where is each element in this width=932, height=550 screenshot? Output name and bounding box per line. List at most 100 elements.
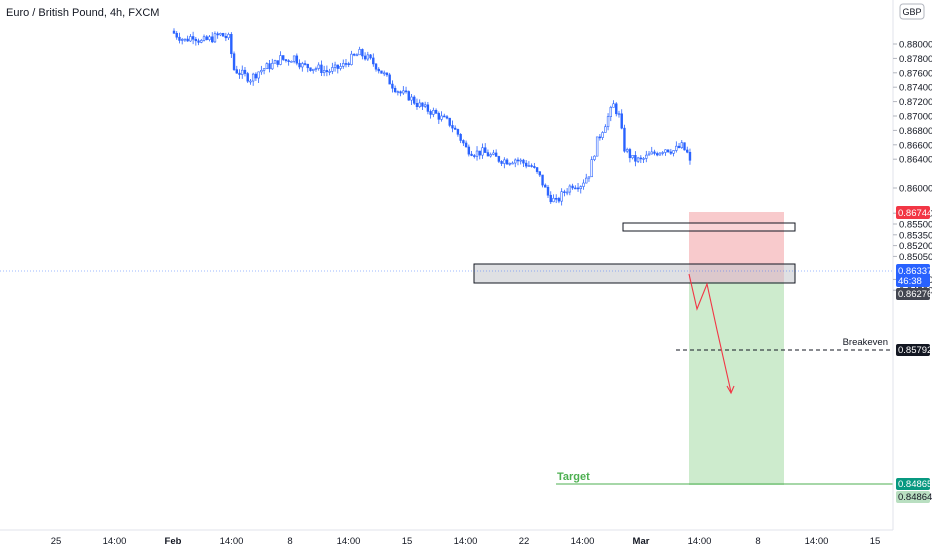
candle-body [186, 38, 189, 42]
candle-body [598, 136, 602, 139]
svg-text:46:38: 46:38 [898, 276, 922, 287]
candle-body [494, 152, 498, 157]
candle-body [213, 33, 217, 43]
candle-body [273, 60, 277, 64]
candle-body [658, 152, 662, 156]
candle-body [514, 159, 517, 164]
candle-body [664, 149, 667, 153]
candle-body [205, 36, 208, 40]
candle-body [415, 102, 419, 108]
candle-body [396, 91, 400, 93]
svg-text:0.85792: 0.85792 [898, 345, 932, 356]
candle-body [590, 159, 593, 178]
candle-body [470, 153, 473, 156]
candle-body [189, 36, 192, 42]
candle-body [292, 55, 296, 62]
candle-body [197, 40, 200, 43]
candle-body [421, 102, 424, 107]
candle-body [183, 38, 187, 41]
candle-body [557, 198, 561, 202]
time-tick-label: 14:00 [805, 536, 829, 547]
candle-body [505, 159, 509, 165]
candle-body [352, 53, 356, 56]
candle-body [524, 162, 528, 167]
candle-body [369, 54, 372, 59]
candle-body [309, 67, 312, 71]
time-tick-label: 15 [402, 536, 413, 547]
candle-body [268, 63, 271, 70]
candle-body [262, 68, 266, 71]
price-tick-label: 0.86000 [899, 184, 932, 195]
candle-body [546, 186, 550, 196]
candle-body [219, 33, 222, 36]
candle-body [333, 64, 337, 68]
candle-body [464, 142, 468, 148]
candle-body [413, 96, 416, 104]
candle-body [241, 69, 244, 75]
target-label: Target [557, 471, 590, 483]
candle-body [380, 70, 383, 74]
candle-body [235, 69, 238, 74]
candle-body [325, 70, 329, 73]
time-tick-label: Feb [165, 536, 182, 547]
time-tick-label: 14:00 [571, 536, 595, 547]
breakeven-label: Breakeven [843, 337, 888, 348]
candle-body [544, 184, 547, 188]
candle-body [342, 63, 345, 67]
projection-arrow[interactable] [688, 273, 735, 395]
candle-body [451, 125, 454, 129]
candle-body [666, 149, 670, 153]
candle-body [383, 72, 386, 75]
price-tick-label: 0.87200 [899, 97, 932, 108]
svg-text:0.86744: 0.86744 [898, 208, 932, 219]
svg-text:0.84865: 0.84865 [898, 479, 932, 490]
candle-body [331, 67, 334, 72]
currency-button[interactable]: GBP [899, 3, 925, 20]
time-axis[interactable]: 25 14:00 Feb 14:00 8 14:00 15 14:00 22 14:00 Mar 14… [0, 529, 893, 547]
candle-body [503, 159, 506, 164]
candle-body [593, 155, 596, 160]
reward-zone[interactable] [689, 282, 784, 485]
candle-body [508, 162, 511, 165]
candle-body [363, 55, 367, 60]
position-tool[interactable] [689, 212, 784, 485]
candle-body [385, 72, 389, 76]
candlestick-series [172, 28, 692, 206]
candle-body [216, 33, 219, 36]
candle-body [271, 62, 274, 70]
candle-body [527, 165, 531, 167]
candle-body [686, 149, 689, 153]
candle-body [653, 151, 656, 154]
candle-body [366, 54, 370, 60]
candle-body [372, 57, 375, 65]
candle-body [456, 129, 460, 135]
time-tick-label: 14:00 [454, 536, 478, 547]
support-box[interactable] [473, 263, 796, 284]
candle-body [615, 103, 618, 115]
candle-body [279, 55, 282, 65]
price-tick-label: 0.85500 [899, 220, 932, 231]
chart-title: Euro / British Pound, 4h, FXCM [6, 7, 159, 19]
target-price-tag: 0.84865 [896, 478, 932, 490]
candle-body [647, 153, 651, 156]
candle-body [251, 73, 255, 82]
candle-body [303, 63, 307, 65]
candle-body [497, 156, 501, 162]
candle-body [391, 83, 394, 89]
candle-body [339, 66, 342, 69]
candle-body [519, 159, 522, 162]
candle-body [560, 191, 563, 202]
candle-body [625, 149, 629, 152]
candle-body [565, 191, 569, 194]
candle-body [317, 64, 320, 69]
time-tick-label: 14:00 [688, 536, 712, 547]
candle-body [221, 33, 225, 37]
candle-body [628, 149, 632, 159]
time-tick-label: 15 [870, 536, 881, 547]
candle-body [410, 96, 413, 101]
resistance-box[interactable] [622, 222, 796, 232]
candle-body [595, 136, 599, 157]
candle-body [645, 154, 648, 159]
candle-body [634, 155, 637, 162]
